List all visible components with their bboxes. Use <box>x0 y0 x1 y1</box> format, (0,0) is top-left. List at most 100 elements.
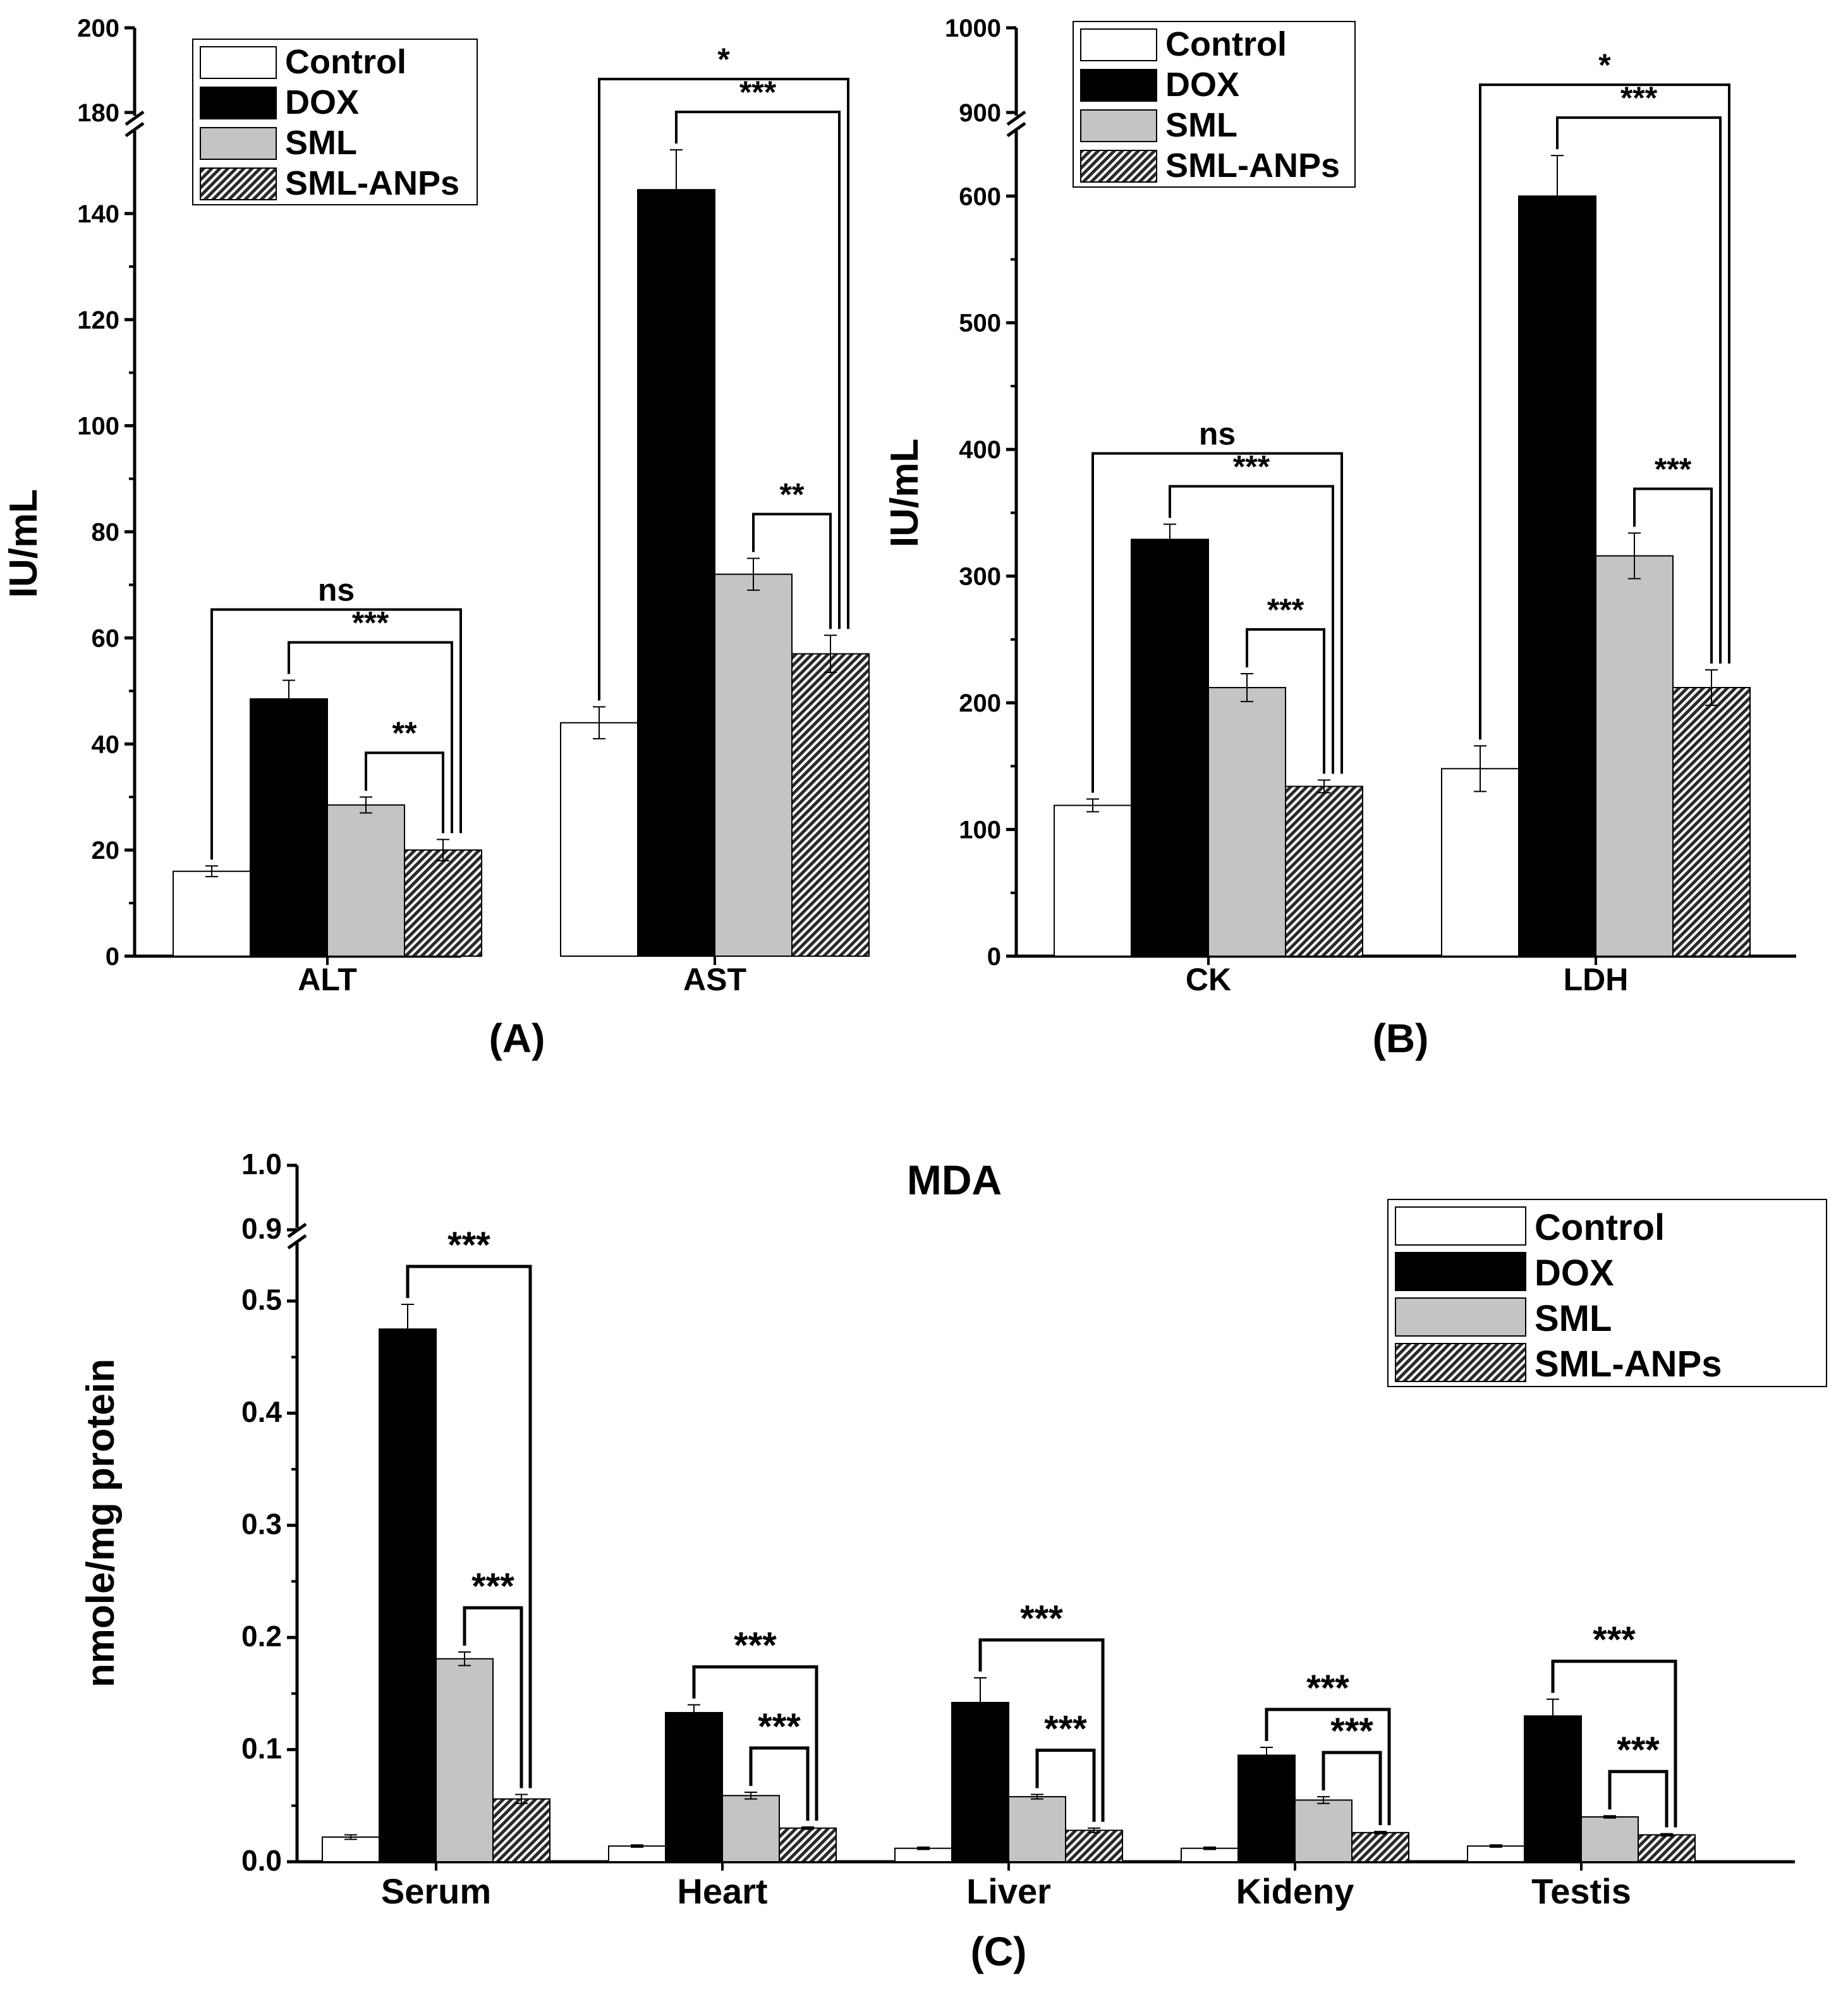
legend-label-dox: DOX <box>285 83 359 121</box>
bar-sml-anps-ck <box>1285 786 1363 957</box>
significance-label: *** <box>734 1625 777 1666</box>
legend-label-control: Control <box>1165 25 1287 63</box>
significance-label: *** <box>1330 1711 1373 1752</box>
significance-label: *** <box>1593 1620 1636 1661</box>
significance-bracket <box>675 111 841 629</box>
y-tick-label: 80 <box>92 519 120 547</box>
bar-sml-testis <box>1581 1816 1639 1862</box>
bar-control-ldh <box>1441 768 1519 957</box>
legend-label-sml: SML <box>285 124 357 162</box>
y-axis-label: nmole/mg protein <box>79 1359 123 1687</box>
bar-dox-ldh <box>1518 195 1596 957</box>
y-axis-label: IU/mL <box>883 439 927 547</box>
bar-control-serum <box>322 1836 380 1862</box>
legend-label-control: Control <box>285 43 406 81</box>
category-label-ck: CK <box>1186 962 1231 997</box>
bar-control-ast <box>560 722 638 957</box>
significance-bracket <box>749 1746 810 1821</box>
significance-label: *** <box>1044 1709 1087 1750</box>
legend-swatch-sml <box>200 127 277 160</box>
y-tick-label: 140 <box>77 200 119 228</box>
category-label-ast: AST <box>683 962 746 997</box>
significance-bracket <box>692 1665 818 1821</box>
panel-label-a: (A) <box>489 1016 545 1061</box>
y-tick-label: 0.5 <box>241 1284 282 1316</box>
significance-label: * <box>717 42 730 77</box>
y-tick-label: 0.0 <box>241 1844 282 1877</box>
significance-bracket <box>1608 1769 1669 1828</box>
bar-dox-serum <box>379 1328 437 1862</box>
significance-bracket <box>1633 487 1713 664</box>
legend-swatch-sml-anps <box>1395 1343 1526 1382</box>
y-tick-label: 200 <box>959 689 1001 717</box>
bar-control-heart <box>608 1845 666 1862</box>
bar-sml-alt <box>327 804 405 957</box>
legend-label-sml-anps: SML-ANPs <box>1165 147 1340 185</box>
bar-sml-anps-serum <box>492 1798 550 1863</box>
significance-bracket <box>1556 116 1722 664</box>
bar-dox-testis <box>1524 1715 1582 1862</box>
significance-label: *** <box>739 75 777 110</box>
significance-bracket <box>752 513 832 629</box>
significance-bracket <box>1265 1708 1391 1826</box>
y-tick-label: 0 <box>987 943 1001 971</box>
bar-sml-anps-testis <box>1638 1834 1696 1862</box>
legend-label-dox: DOX <box>1535 1253 1614 1294</box>
category-label-liver: Liver <box>966 1871 1051 1911</box>
legend-label-dox: DOX <box>1165 66 1239 104</box>
significance-bracket <box>598 78 849 701</box>
y-tick-label: 1000 <box>945 15 1001 42</box>
category-label-heart: Heart <box>677 1871 767 1911</box>
bar-sml-anps-heart <box>779 1827 837 1863</box>
significance-bracket <box>1246 628 1325 774</box>
y-axis-label: IU/mL <box>2 489 46 598</box>
bar-sml-ldh <box>1595 555 1674 957</box>
bar-dox-alt <box>250 698 328 957</box>
significance-label: *** <box>758 1706 801 1747</box>
bar-dox-kideny <box>1237 1754 1296 1863</box>
significance-label: *** <box>471 1566 514 1607</box>
significance-bracket <box>1322 1751 1382 1826</box>
legend-label-control: Control <box>1535 1207 1665 1248</box>
significance-bracket <box>1169 485 1334 774</box>
panel-label-c: (C) <box>971 1929 1027 1974</box>
legend-swatch-dox <box>1395 1252 1526 1291</box>
axis-break-mark <box>125 110 145 126</box>
legend-label-sml: SML <box>1535 1298 1612 1339</box>
significance-label: *** <box>1233 449 1270 484</box>
significance-label: ns <box>318 573 355 608</box>
y-tick-label: 100 <box>959 816 1001 844</box>
y-tick-label: 0.3 <box>241 1508 282 1541</box>
significance-label: *** <box>447 1225 490 1266</box>
significance-label: * <box>1598 47 1611 83</box>
category-label-ldh: LDH <box>1564 962 1629 997</box>
bar-sml-ck <box>1208 687 1286 957</box>
legend-swatch-control <box>200 46 277 79</box>
legend-label-sml-anps: SML-ANPs <box>1535 1344 1722 1385</box>
bar-sml-anps-liver <box>1065 1830 1123 1863</box>
y-tick-label: 0.1 <box>241 1732 282 1765</box>
y-tick-label: 300 <box>959 563 1001 591</box>
category-label-testis: Testis <box>1531 1871 1631 1911</box>
y-tick-label: 500 <box>959 310 1001 337</box>
significance-bracket <box>365 751 444 834</box>
axis-break-mark <box>1006 121 1026 138</box>
y-tick-label: 0.2 <box>241 1620 282 1653</box>
y-tick-label: 20 <box>92 837 120 865</box>
y-tick-label: 180 <box>77 99 119 127</box>
axis-break-mark <box>1006 110 1026 126</box>
panel-label-b: (B) <box>1373 1016 1429 1061</box>
significance-label: *** <box>1020 1598 1063 1639</box>
y-tick-label: 60 <box>92 624 120 652</box>
legend-swatch-sml <box>1080 109 1157 142</box>
significance-label: ** <box>780 476 805 512</box>
panel-c-chart: 0.0 0.1 0.2 0.3 0.4 0.5 0.9 1.0 nmole/mg protein… <box>79 1148 1827 1974</box>
significance-label: *** <box>1617 1730 1660 1771</box>
bar-sml-liver <box>1008 1796 1066 1863</box>
category-label-alt: ALT <box>298 962 356 997</box>
bar-sml-anps-alt <box>404 849 482 957</box>
bar-sml-ast <box>714 573 793 957</box>
significance-label: *** <box>1306 1668 1349 1709</box>
significance-label: *** <box>1655 451 1692 487</box>
